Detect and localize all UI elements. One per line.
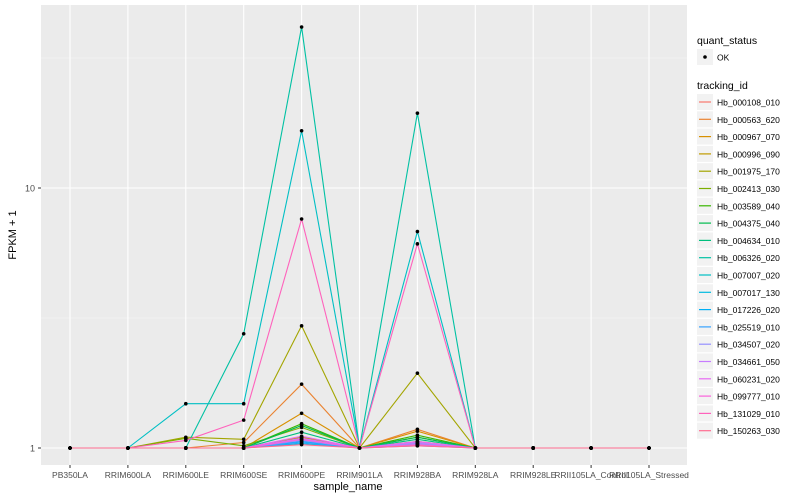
legend-label: Hb_150263_030 [717,426,780,436]
data-point [589,446,593,450]
data-point [126,446,130,450]
data-point [531,446,535,450]
data-point [299,437,304,442]
y-axis-title: FPKM + 1 [7,210,19,259]
data-point [299,324,304,328]
data-point [415,443,420,448]
data-point [357,446,362,450]
data-point [68,446,72,450]
legend-label: Hb_002413_030 [717,184,780,194]
data-point [299,434,304,439]
data-point [241,440,246,445]
x-tick-label: RRIM928LA [452,470,499,480]
legend-label: Hb_000108_010 [717,98,780,108]
data-point [299,25,304,29]
data-point [647,446,651,450]
data-point [299,430,304,435]
x-tick-label: RRII105LA_Control [554,470,628,480]
x-tick-label: RRIM600LA [105,470,152,480]
legend-label: Hb_131029_010 [717,409,780,419]
x-tick-label: RRIM600LE [163,470,210,480]
data-point [241,418,246,422]
color-legend-title: tracking_id [697,80,748,92]
data-point [241,437,246,442]
plot-panel [41,5,687,465]
legend-label: Hb_001975_170 [717,167,780,177]
x-tick-label: RRIM600PE [278,470,326,480]
data-point [241,331,246,336]
data-point [299,423,304,428]
data-point [299,128,304,133]
legend-label: Hb_099777_010 [717,392,780,402]
shape-legend-title: quant_status [697,35,757,47]
data-point [415,242,420,246]
legend-label: Hb_007007_020 [717,271,780,281]
x-axis-title: sample_name [313,481,382,493]
legend-label: Hb_000967_070 [717,132,780,142]
x-tick-label: RRII105LA_Stressed [609,470,689,480]
data-point [241,401,246,406]
data-point [184,401,188,406]
legend-label: Hb_004375_040 [717,219,780,229]
data-point [415,429,420,434]
data-point [415,229,420,234]
legend-point-icon [703,55,707,59]
legend-label: OK [717,53,730,63]
y-tick-label: 10 [25,184,35,194]
x-tick-label: RRIM901LA [336,470,383,480]
legend-label: Hb_003589_040 [717,201,780,211]
data-point [473,446,478,450]
data-point [299,382,304,386]
data-point [299,217,304,221]
data-point [415,111,420,115]
x-tick-label: RRIM600SE [220,470,268,480]
data-point [184,438,188,443]
x-tick-label: RRIM928LE [510,470,557,480]
data-point [415,371,420,375]
legend-label: Hb_060231_020 [717,374,780,384]
data-point [241,446,246,450]
data-point [415,439,420,444]
legend-label: Hb_004634_010 [717,236,780,246]
legend-label: Hb_007017_130 [717,288,780,298]
y-tick-label: 1 [30,444,35,454]
legend-label: Hb_000996_090 [717,149,780,159]
legend-label: Hb_034507_020 [717,340,780,350]
data-point [299,442,304,447]
legend-label: Hb_025519_010 [717,322,780,332]
data-point [299,411,304,416]
legend-label: Hb_034661_050 [717,357,780,367]
legend-label: Hb_017226_020 [717,305,780,315]
x-tick-label: PB350LA [52,470,88,480]
legend-label: Hb_000563_620 [717,115,780,125]
legend-label: Hb_006326_020 [717,253,780,263]
x-tick-label: RRIM928BA [394,470,442,480]
data-point [184,446,188,450]
